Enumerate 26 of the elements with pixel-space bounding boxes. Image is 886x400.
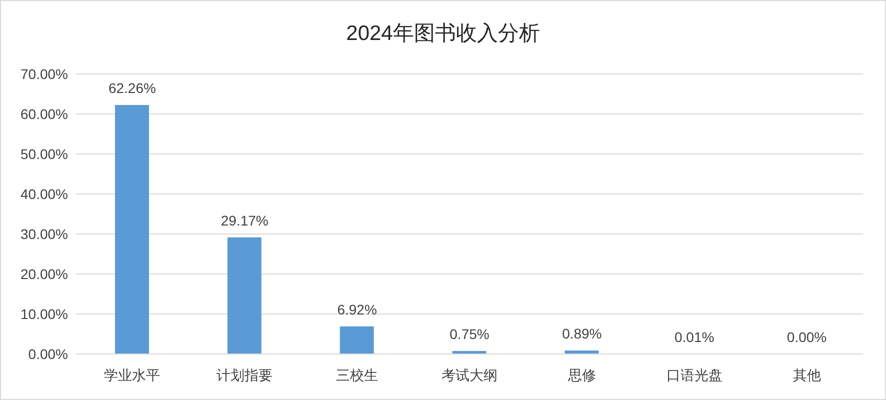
y-tick-label: 30.00% (20, 226, 68, 242)
x-tick-label: 思修 (566, 366, 596, 383)
x-tick-label: 口语光盘 (666, 366, 722, 383)
x-tick-label: 三校生 (336, 366, 378, 383)
bar (340, 326, 374, 354)
data-label: 0.01% (674, 328, 714, 345)
data-label: 0.75% (450, 326, 490, 342)
y-tick-label: 40.00% (20, 186, 68, 202)
x-tick-label: 其他 (792, 366, 821, 383)
bar (115, 104, 149, 354)
data-label: 62.26% (108, 80, 156, 96)
data-label: 0.00% (786, 329, 827, 345)
y-tick-label: 50.00% (20, 146, 68, 162)
y-tick-label: 20.00% (20, 266, 68, 282)
y-tick-label: 0.00% (28, 346, 68, 362)
chart-title: 2024年图书收入分析 (345, 21, 541, 47)
bar (227, 237, 262, 354)
y-tick-label: 10.00% (20, 306, 68, 322)
y-tick-label: 70.00% (20, 66, 68, 82)
x-tick-label: 计划指要 (216, 366, 273, 383)
x-tick-label: 考试大纲 (442, 366, 498, 383)
x-tick-label: 学业水平 (104, 366, 160, 383)
data-label: 29.17% (220, 212, 268, 228)
data-label: 6.92% (337, 301, 377, 318)
data-label: 0.89% (562, 325, 602, 342)
y-tick-label: 60.00% (20, 106, 68, 122)
